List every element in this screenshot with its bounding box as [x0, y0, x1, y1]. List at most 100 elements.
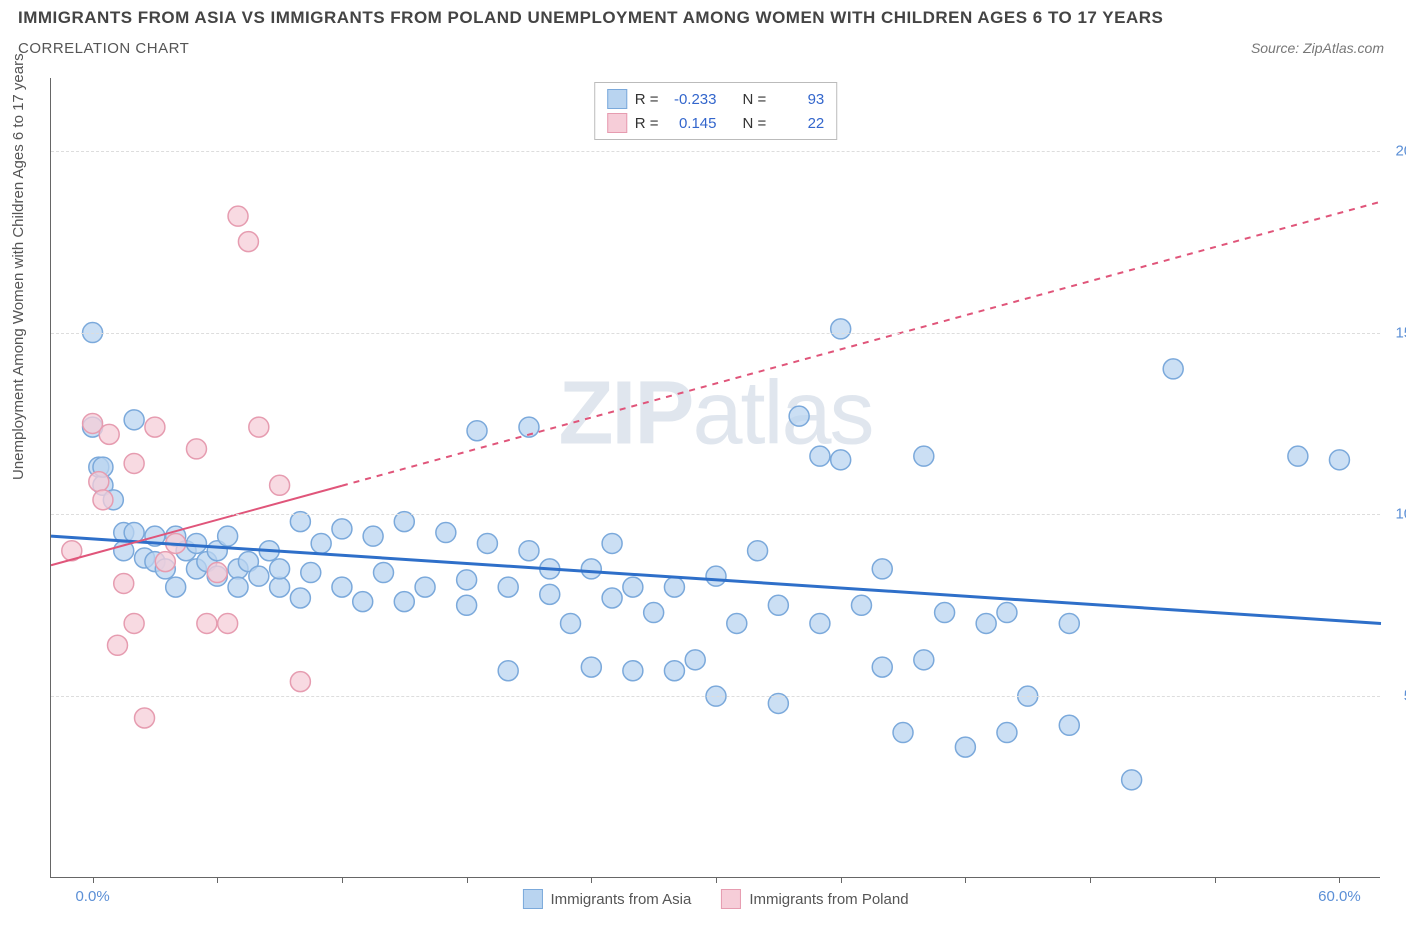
y-axis-label: Unemployment Among Women with Children A…: [10, 53, 27, 480]
data-point: [457, 595, 477, 615]
correlation-legend: R = -0.233 N = 93 R = 0.145 N = 22: [594, 82, 838, 140]
data-point: [581, 559, 601, 579]
data-point: [124, 613, 144, 633]
data-point: [685, 650, 705, 670]
scatter-svg: [51, 78, 1380, 877]
r-value-poland: 0.145: [667, 115, 717, 132]
data-point: [997, 603, 1017, 623]
data-point: [581, 657, 601, 677]
x-tick-label: 60.0%: [1318, 888, 1361, 905]
source-attribution: Source: ZipAtlas.com: [1251, 40, 1384, 56]
r-value-asia: -0.233: [667, 91, 717, 108]
n-label: N =: [743, 91, 767, 108]
data-point: [99, 424, 119, 444]
data-point: [851, 595, 871, 615]
data-point: [477, 533, 497, 553]
swatch-poland: [607, 113, 627, 133]
swatch-asia-icon: [522, 889, 542, 909]
r-label: R =: [635, 115, 659, 132]
data-point: [301, 563, 321, 583]
data-point: [270, 559, 290, 579]
chart-plot-area: ZIPatlas R = -0.233 N = 93 R = 0.145 N =…: [50, 78, 1380, 878]
data-point: [914, 446, 934, 466]
data-point: [207, 563, 227, 583]
swatch-asia: [607, 89, 627, 109]
data-point: [145, 417, 165, 437]
data-point: [311, 533, 331, 553]
data-point: [498, 661, 518, 681]
data-point: [249, 417, 269, 437]
chart-title: IMMIGRANTS FROM ASIA VS IMMIGRANTS FROM …: [18, 8, 1163, 28]
data-point: [457, 570, 477, 590]
data-point: [197, 613, 217, 633]
n-value-poland: 22: [774, 115, 824, 132]
data-point: [623, 577, 643, 597]
data-point: [93, 490, 113, 510]
data-point: [810, 613, 830, 633]
data-point: [270, 577, 290, 597]
data-point: [155, 552, 175, 572]
data-point: [124, 453, 144, 473]
data-point: [519, 541, 539, 561]
data-point: [270, 475, 290, 495]
data-point: [1122, 770, 1142, 790]
n-label: N =: [743, 115, 767, 132]
data-point: [872, 657, 892, 677]
data-point: [114, 573, 134, 593]
data-point: [186, 439, 206, 459]
y-tick-label: 15.0%: [1395, 324, 1406, 341]
data-point: [602, 588, 622, 608]
data-point: [166, 577, 186, 597]
data-point: [135, 708, 155, 728]
data-point: [1059, 613, 1079, 633]
data-point: [332, 519, 352, 539]
r-label: R =: [635, 91, 659, 108]
y-tick-label: 20.0%: [1395, 142, 1406, 159]
data-point: [768, 595, 788, 615]
data-point: [976, 613, 996, 633]
y-tick-label: 10.0%: [1395, 506, 1406, 523]
data-point: [1059, 715, 1079, 735]
legend-label-poland: Immigrants from Poland: [749, 891, 908, 908]
data-point: [124, 523, 144, 543]
data-point: [218, 613, 238, 633]
data-point: [1329, 450, 1349, 470]
data-point: [124, 410, 144, 430]
data-point: [872, 559, 892, 579]
data-point: [290, 672, 310, 692]
swatch-poland-icon: [721, 889, 741, 909]
data-point: [436, 523, 456, 543]
data-point: [108, 635, 128, 655]
data-point: [727, 613, 747, 633]
data-point: [664, 661, 684, 681]
data-point: [914, 650, 934, 670]
n-value-asia: 93: [774, 91, 824, 108]
data-point: [290, 588, 310, 608]
legend-row-poland: R = 0.145 N = 22: [607, 111, 825, 135]
legend-label-asia: Immigrants from Asia: [550, 891, 691, 908]
data-point: [1163, 359, 1183, 379]
data-point: [363, 526, 383, 546]
data-point: [831, 319, 851, 339]
data-point: [238, 232, 258, 252]
data-point: [394, 592, 414, 612]
data-point: [186, 533, 206, 553]
trend-line-extrapolated: [342, 202, 1381, 486]
data-point: [810, 446, 830, 466]
data-point: [218, 526, 238, 546]
series-legend: Immigrants from Asia Immigrants from Pol…: [522, 889, 908, 909]
chart-subtitle: CORRELATION CHART: [18, 40, 189, 57]
data-point: [540, 584, 560, 604]
data-point: [623, 661, 643, 681]
data-point: [228, 206, 248, 226]
data-point: [374, 563, 394, 583]
data-point: [748, 541, 768, 561]
legend-row-asia: R = -0.233 N = 93: [607, 87, 825, 111]
data-point: [561, 613, 581, 633]
data-point: [332, 577, 352, 597]
data-point: [228, 577, 248, 597]
data-point: [955, 737, 975, 757]
data-point: [997, 723, 1017, 743]
data-point: [789, 406, 809, 426]
data-point: [89, 472, 109, 492]
